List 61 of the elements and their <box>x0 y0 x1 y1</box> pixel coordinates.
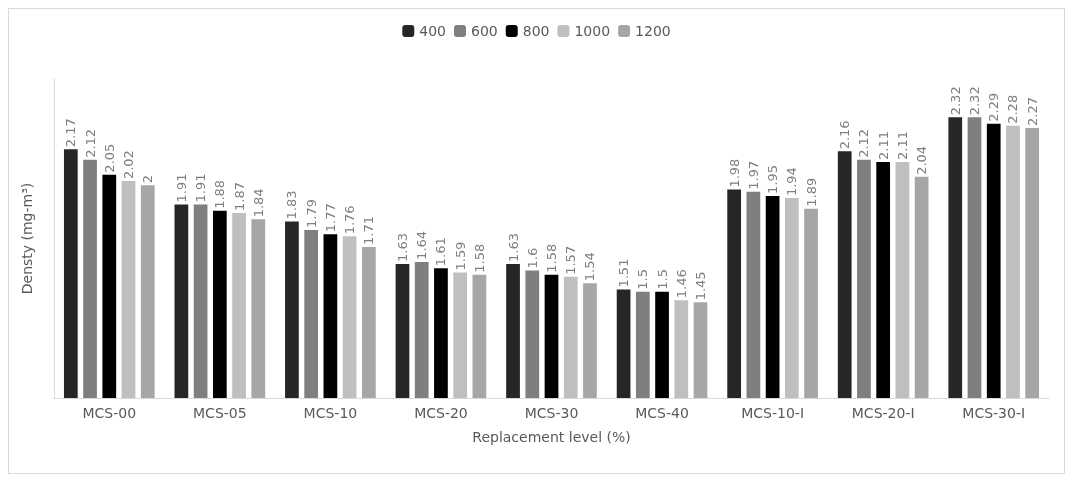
data-label: 1.71 <box>361 216 377 246</box>
x-tick-label: MCS-20 <box>414 405 468 421</box>
x-tick-label: MCS-10 <box>303 405 358 421</box>
data-label: 1.6 <box>524 247 540 269</box>
legend-label: 600 <box>471 23 498 39</box>
data-label: 2.32 <box>947 86 963 116</box>
x-tick-label: MCS-00 <box>82 405 137 421</box>
data-label: 2.28 <box>1005 94 1021 124</box>
data-label: 1.63 <box>394 233 410 263</box>
y-axis-title: Densty (mg-m³) <box>19 182 35 295</box>
data-label: 1.91 <box>193 173 209 203</box>
data-label: 1.98 <box>726 158 742 188</box>
legend-label: 1200 <box>635 23 671 39</box>
legend-label: 400 <box>419 23 447 39</box>
data-label: 1.57 <box>563 245 579 275</box>
data-label: 1.5 <box>635 268 651 290</box>
data-label: 2.02 <box>121 150 137 180</box>
data-label: 2.04 <box>914 145 930 175</box>
data-label: 2.12 <box>82 128 98 158</box>
data-label: 2.27 <box>1024 96 1040 126</box>
data-label: 1.91 <box>173 173 189 203</box>
x-tick-label: MCS-40 <box>635 405 689 421</box>
data-label: 1.87 <box>231 182 247 211</box>
data-label: 2.29 <box>986 92 1002 122</box>
data-label: 2.16 <box>837 120 853 150</box>
data-label: 1.63 <box>505 233 521 263</box>
data-label: 1.59 <box>452 241 468 271</box>
data-label: 2.11 <box>894 130 910 160</box>
x-tick-label: MCS-20-I <box>851 405 915 421</box>
data-label: 1.88 <box>212 179 228 209</box>
legend-label: 1000 <box>574 23 611 39</box>
data-label: 1.45 <box>693 271 709 301</box>
data-label: 1.58 <box>544 243 559 273</box>
data-label: 1.5 <box>654 268 670 290</box>
data-label: 1.46 <box>673 269 689 299</box>
data-label: 1.77 <box>322 203 338 233</box>
data-label: 1.76 <box>342 205 358 235</box>
x-tick-label: MCS-30 <box>524 405 579 421</box>
data-label: 1.64 <box>414 230 430 260</box>
data-label: 1.97 <box>745 160 761 190</box>
data-label: 2.11 <box>875 130 891 160</box>
x-tick-label: MCS-30-I <box>962 405 1026 421</box>
legend-label: 800 <box>522 23 550 39</box>
data-label: 2 <box>140 175 156 184</box>
data-label: 1.83 <box>284 190 300 220</box>
data-label: 2.17 <box>63 118 79 148</box>
data-label: 1.94 <box>784 167 800 197</box>
data-label: 1.61 <box>433 237 449 267</box>
data-label: 1.58 <box>471 243 487 273</box>
data-label: 1.54 <box>582 252 598 282</box>
data-label: 1.79 <box>303 199 319 228</box>
x-axis-title: Replacement level (%) <box>472 429 631 445</box>
data-label: 1.89 <box>803 177 819 207</box>
data-label: 1.51 <box>616 258 632 288</box>
data-label: 1.95 <box>765 165 781 194</box>
data-label: 2.12 <box>856 128 872 158</box>
data-label: 2.05 <box>101 143 117 173</box>
data-label: 1.84 <box>250 188 266 218</box>
x-tick-label: MCS-05 <box>193 405 247 421</box>
x-tick-label: MCS-10-I <box>741 405 805 421</box>
data-label: 2.32 <box>966 86 982 116</box>
